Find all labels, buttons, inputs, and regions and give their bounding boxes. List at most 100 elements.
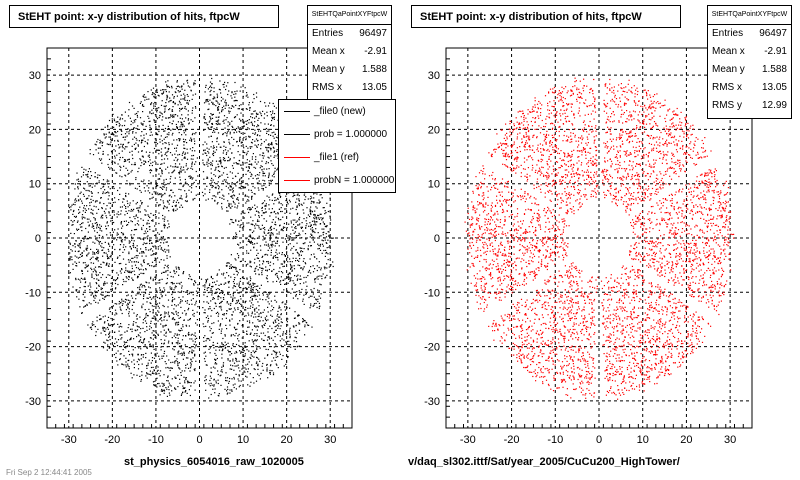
scatter-point	[91, 324, 94, 326]
scatter-point	[259, 111, 261, 113]
scatter-point	[191, 134, 193, 136]
scatter-point	[128, 161, 130, 163]
scatter-point	[129, 202, 131, 204]
scatter-point	[211, 77, 213, 80]
scatter-point	[111, 265, 113, 267]
scatter-point	[241, 276, 244, 278]
scatter-point	[177, 341, 179, 344]
scatter-point	[205, 279, 207, 281]
scatter-point	[184, 107, 186, 109]
scatter-point	[211, 163, 213, 165]
scatter-point	[225, 343, 227, 346]
scatter-point	[215, 160, 218, 162]
scatter-point	[303, 194, 305, 196]
scatter-point	[119, 124, 121, 126]
scatter-point	[223, 150, 225, 152]
scatter-point	[94, 176, 96, 178]
scatter-point	[168, 223, 170, 225]
scatter-point	[114, 131, 116, 133]
scatter-point	[212, 281, 214, 284]
scatter-point	[324, 268, 326, 270]
scatter-point	[242, 364, 244, 367]
scatter-point	[267, 319, 269, 321]
scatter-point	[196, 157, 198, 159]
scatter-point	[168, 367, 170, 369]
scatter-point	[235, 233, 238, 236]
scatter-point	[81, 255, 83, 257]
scatter-point	[146, 263, 149, 265]
scatter-point	[92, 256, 94, 258]
scatter-point	[203, 352, 205, 354]
scatter-point	[285, 195, 287, 197]
scatter-point	[181, 285, 183, 287]
scatter-point	[160, 314, 162, 316]
scatter-point	[237, 364, 239, 366]
scatter-point	[79, 183, 81, 185]
scatter-point	[256, 146, 258, 148]
scatter-point	[184, 182, 186, 184]
scatter-point	[231, 182, 233, 184]
scatter-point	[217, 193, 219, 195]
scatter-point	[122, 232, 124, 234]
scatter-point	[204, 141, 206, 143]
scatter-point	[145, 210, 147, 212]
scatter-point	[122, 284, 124, 286]
scatter-point	[133, 107, 135, 109]
scatter-point	[193, 368, 195, 370]
scatter-point	[211, 101, 213, 103]
scatter-point	[177, 129, 180, 131]
scatter-point	[207, 308, 210, 310]
scatter-point	[228, 160, 230, 162]
scatter-point	[249, 171, 251, 173]
scatter-point	[167, 245, 169, 247]
scatter-point	[297, 298, 299, 300]
scatter-point	[254, 121, 256, 123]
scatter-point	[167, 274, 169, 276]
scatter-point	[141, 363, 143, 365]
scatter-point	[130, 295, 133, 297]
scatter-point	[154, 160, 156, 162]
scatter-point	[227, 358, 229, 360]
scatter-point	[170, 196, 173, 198]
scatter-point	[220, 346, 222, 348]
scatter-point	[245, 265, 247, 267]
scatter-point	[210, 85, 212, 87]
scatter-point	[152, 219, 154, 221]
scatter-point	[121, 130, 123, 132]
scatter-point	[110, 127, 112, 129]
scatter-point	[119, 270, 121, 272]
scatter-point	[106, 205, 108, 207]
scatter-point	[174, 319, 176, 321]
scatter-point	[178, 91, 180, 93]
scatter-point	[236, 182, 238, 184]
scatter-point	[212, 278, 214, 280]
scatter-point	[206, 122, 208, 124]
scatter-point	[239, 127, 241, 129]
scatter-point	[274, 197, 276, 199]
scatter-point	[276, 143, 278, 145]
scatter-point	[258, 309, 260, 311]
scatter-point	[262, 311, 264, 313]
scatter-point	[274, 245, 276, 247]
scatter-point	[138, 167, 140, 169]
scatter-point	[81, 237, 84, 239]
scatter-point	[245, 291, 247, 293]
scatter-point	[119, 306, 121, 308]
scatter-point	[110, 150, 113, 152]
scatter-point	[143, 96, 145, 98]
scatter-point	[264, 324, 266, 326]
scatter-point	[265, 269, 267, 271]
scatter-point	[177, 324, 179, 326]
scatter-point	[242, 164, 244, 166]
scatter-point	[120, 133, 123, 136]
scatter-point	[106, 192, 108, 194]
scatter-point	[230, 308, 232, 310]
scatter-point	[277, 367, 279, 369]
scatter-point	[283, 289, 285, 291]
scatter-point	[253, 316, 255, 318]
scatter-point	[158, 212, 160, 214]
scatter-point	[106, 264, 108, 266]
scatter-point	[240, 188, 242, 190]
scatter-point	[234, 365, 236, 367]
scatter-point	[185, 378, 187, 381]
